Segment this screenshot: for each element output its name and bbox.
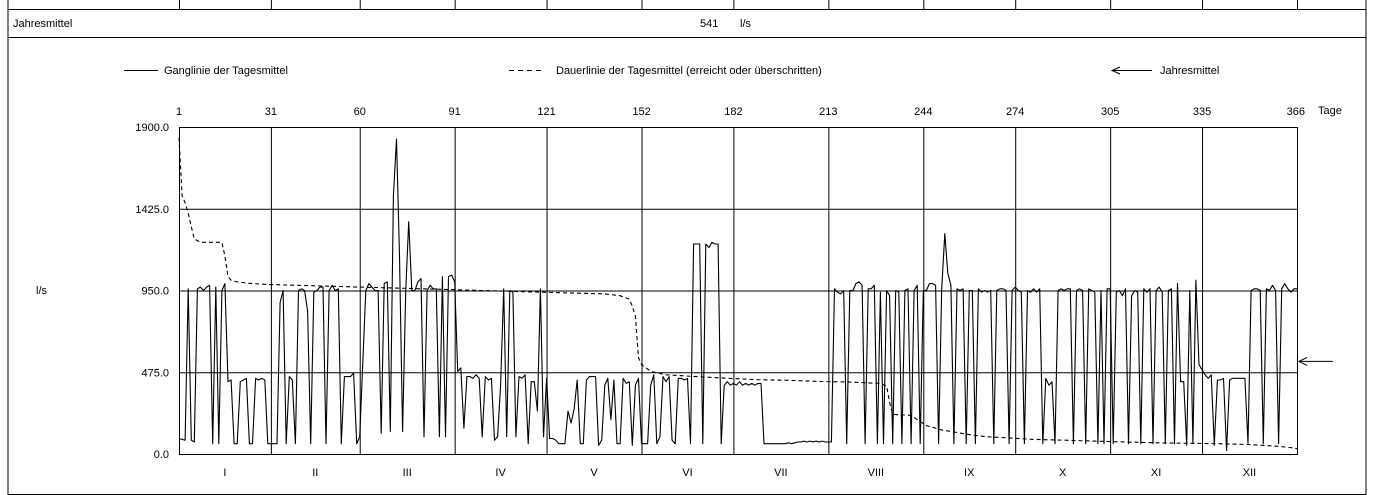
annual-mean-row-value: 541 [700, 18, 718, 30]
hydrograph-line [178, 138, 1297, 452]
y-tick-label: 950.0 [141, 286, 169, 298]
month-label: X [1059, 467, 1067, 479]
x-tick-label: 244 [914, 106, 932, 118]
x-tick-labels: 1 31 60 91 121 152 182 213 244 274 305 335 366 [176, 106, 1305, 118]
x-tick-label: 335 [1193, 106, 1211, 118]
y-tick-label: 475.0 [141, 367, 169, 379]
duration-curve-line [178, 137, 1298, 450]
x-tick-label: 274 [1006, 106, 1024, 118]
x-tick-label: 91 [449, 106, 461, 118]
annual-mean-arrow-head [1297, 356, 1308, 366]
month-label: III [403, 467, 412, 479]
x-tick-label: 121 [537, 106, 555, 118]
month-label: IV [495, 467, 506, 479]
x-tick-label: 1 [176, 106, 182, 118]
annual-mean-arrow-icon [1297, 356, 1333, 366]
month-label: V [590, 467, 598, 479]
month-label: I [223, 467, 226, 479]
x-tick-label: 152 [632, 106, 650, 118]
x-tick-label: 182 [724, 106, 742, 118]
x-tick-label: 60 [354, 106, 366, 118]
legend-solid-label: Ganglinie der Tagesmittel [164, 65, 288, 77]
month-label: VII [774, 467, 787, 479]
month-label: IX [964, 467, 975, 479]
x-tick-label: 366 [1287, 106, 1305, 118]
y-tick-label: 1425.0 [135, 204, 169, 216]
x-unit-label: Tage [1318, 105, 1342, 117]
y-tick-label: 0.0 [154, 449, 169, 461]
y-tick-label: 1900.0 [135, 122, 169, 134]
month-label: XII [1243, 467, 1256, 479]
month-labels: I II III IV V VI VII VIII IX X XI XII [223, 467, 1256, 479]
x-tick-label: 213 [819, 106, 837, 118]
legend: Ganglinie der Tagesmittel Dauerlinie der… [124, 65, 1219, 77]
month-label: VI [682, 467, 692, 479]
legend-arrow-label: Jahresmittel [1160, 65, 1219, 77]
y-axis-label: l/s [36, 285, 48, 297]
month-label: II [312, 467, 318, 479]
table-column-ticks [179, 0, 1298, 9]
series-lines [178, 137, 1298, 452]
x-tick-label: 31 [265, 106, 277, 118]
annual-mean-row-unit: l/s [740, 18, 752, 30]
month-label: VIII [868, 467, 885, 479]
y-tick-labels: 0.0 475.0 950.0 1425.0 1900.0 [135, 122, 169, 461]
annual-mean-row-label: Jahresmittel [13, 18, 72, 30]
legend-arrow-icon [1110, 66, 1152, 75]
legend-dashed-label: Dauerlinie der Tagesmittel (erreicht ode… [556, 65, 822, 77]
x-tick-label: 305 [1101, 106, 1119, 118]
month-label: XI [1151, 467, 1161, 479]
